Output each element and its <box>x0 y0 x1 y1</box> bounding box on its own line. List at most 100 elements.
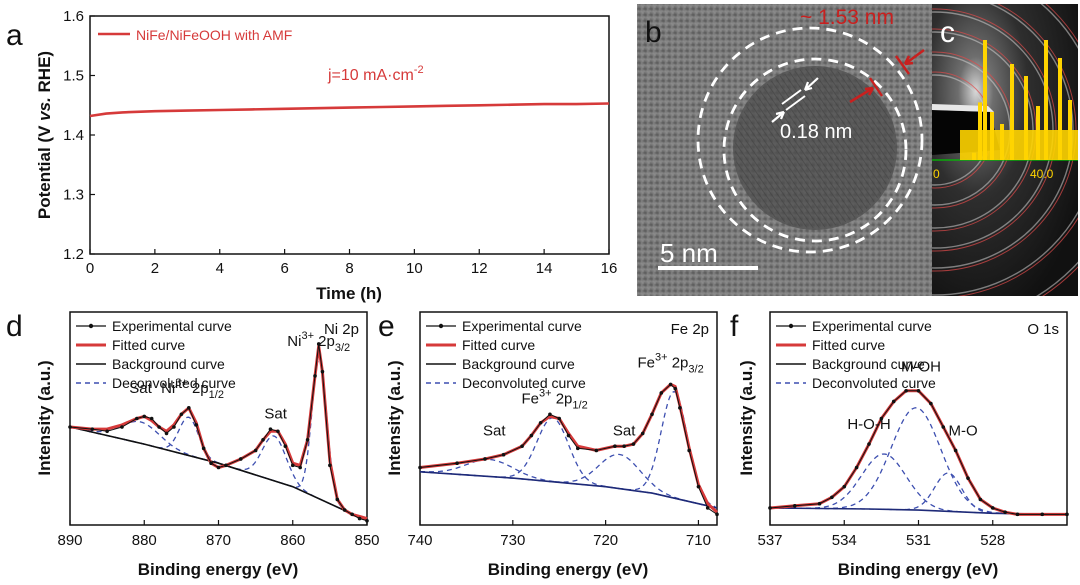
experimental-point-d <box>290 463 295 468</box>
legend-marker-experimental-d <box>88 323 94 329</box>
x-tick-label-d: 870 <box>206 532 231 549</box>
tem-outer-dashed-circle <box>696 26 924 254</box>
y-axis-label-a: Potential (V vs. RHE) <box>35 51 54 219</box>
legend-label-f-1: Experimental curve <box>812 318 932 334</box>
legend-label-d-1: Experimental curve <box>112 318 232 334</box>
x-tick-label-e: 740 <box>407 532 432 549</box>
panel-letter-f: f <box>730 310 739 343</box>
legend-label-d-2: Fitted curve <box>112 337 185 353</box>
y-tick-label-a: 1.4 <box>63 127 84 144</box>
experimental-point-f <box>953 448 958 453</box>
current-density-annotation: j=10 mA·cm-2 <box>327 64 424 84</box>
series-line-nife <box>89 102 610 118</box>
peak-label-e-3: Sat <box>613 423 636 440</box>
x-tick-label-a: 4 <box>216 260 224 277</box>
experimental-point-e <box>668 382 673 387</box>
deconvoluted-component-d-3 <box>69 426 368 522</box>
plot-a-axes: 0 2 4 6 8 10 12 14 16 1.2 1.3 1.4 1.5 1.6 <box>63 8 617 277</box>
experimental-point-e <box>715 512 719 517</box>
experimental-point-f <box>842 484 847 489</box>
x-tick-label-d: 850 <box>354 532 379 549</box>
saed-tick-40: 40.0 <box>1030 167 1054 181</box>
plot-a-frame <box>89 15 610 255</box>
legend-label-d-3: Background curve <box>112 356 225 372</box>
experimental-point-e <box>622 444 626 448</box>
experimental-point-d <box>201 446 206 451</box>
experimental-point-e <box>557 416 562 421</box>
experimental-point-d <box>120 425 124 429</box>
saed-ring-6 <box>932 4 1078 296</box>
experimental-point-d <box>357 516 362 521</box>
experimental-point-e <box>548 412 552 417</box>
experimental-point-e <box>659 391 664 395</box>
tem-shell-arrow-1 <box>903 48 925 66</box>
x-tick-label-f: 534 <box>832 532 857 549</box>
saed-profile-peak-10 <box>1058 58 1062 160</box>
experimental-point-e <box>650 412 654 417</box>
peak-label-d-3: Sat <box>264 406 287 423</box>
x-tick-label-d: 880 <box>132 532 157 549</box>
experimental-point-d <box>68 425 72 429</box>
x-tick-label-a: 10 <box>406 260 423 277</box>
tem-lattice-spacing-label: 0.18 nm <box>780 121 852 143</box>
legend-label-e-3: Background curve <box>462 356 575 372</box>
tem-inner-dashed-circle <box>722 57 908 243</box>
saed-profile-peak-6 <box>1010 64 1014 160</box>
experimental-point-e <box>501 452 506 457</box>
experimental-line-f <box>769 390 1067 515</box>
x-axis-label-d: Binding energy (eV) <box>138 560 299 579</box>
tem-fringe-arrow-bottom <box>771 110 786 123</box>
x-tick-label-f: 537 <box>757 532 782 549</box>
x-axis-label-a: Time (h) <box>316 284 382 303</box>
legend-label-e-1: Experimental curve <box>462 318 582 334</box>
experimental-point-e <box>566 433 571 438</box>
experimental-point-e <box>687 448 691 453</box>
experimental-point-d <box>268 427 273 431</box>
legend-label-f-3: Background curve <box>812 356 925 372</box>
tem-shell-thickness-label: ~ 1.53 nm <box>800 6 894 29</box>
panel-a-stability-chart: a 0 2 4 6 8 10 12 14 16 1.2 1.3 1.4 1.5 1.6 NiFe/NiFe… <box>6 8 617 303</box>
experimental-point-e <box>640 431 645 436</box>
experimental-point-d <box>298 465 302 470</box>
experimental-point-e <box>529 433 534 438</box>
x-tick-label-a: 0 <box>86 260 94 277</box>
experimental-point-f <box>1065 512 1069 517</box>
experimental-point-d <box>172 425 176 429</box>
plot-f-content: 537 534 531 528 Experimental curve Fitted cur… <box>757 318 1069 549</box>
experimental-point-d <box>194 423 199 427</box>
experimental-point-d <box>179 412 184 417</box>
tem-fringe-arrow-top <box>803 77 819 92</box>
experimental-point-d <box>142 414 147 419</box>
y-tick-label-a: 1.3 <box>63 187 84 204</box>
x-tick-label-e: 710 <box>686 532 711 549</box>
x-tick-label-a: 16 <box>601 260 618 277</box>
x-tick-label-d: 890 <box>57 532 82 549</box>
peak-label-d-1: Sat <box>129 380 152 397</box>
x-tick-label-a: 8 <box>345 260 353 277</box>
legend-label-e-4: Deconvoluted curve <box>462 375 586 391</box>
experimental-point-e <box>696 484 701 489</box>
experimental-point-e <box>520 444 524 448</box>
experimental-point-d <box>350 512 354 517</box>
experimental-point-d <box>276 429 280 434</box>
experimental-point-f <box>966 476 970 480</box>
experimental-point-f <box>916 389 921 393</box>
x-tick-label-f: 528 <box>980 532 1005 549</box>
panel-f-o1s-xps: f 537 534 531 528 Experimental curve Fitted c… <box>730 310 1069 579</box>
tem-shell-arrow-2 <box>849 86 875 104</box>
experimental-point-d <box>224 463 228 468</box>
experimental-point-e <box>455 461 459 466</box>
experimental-point-d <box>149 416 154 421</box>
experimental-point-f <box>830 495 834 500</box>
experimental-point-d <box>335 497 340 502</box>
experimental-point-e <box>575 446 580 451</box>
legend-label-d-4: Deconvoluted curve <box>112 375 236 391</box>
experimental-point-d <box>157 425 161 429</box>
experimental-point-d <box>209 461 213 466</box>
tem-fringe-line-2 <box>785 95 806 111</box>
peak-label-f-1: H-O-H <box>847 416 890 433</box>
legend-label-f-2: Fitted curve <box>812 337 885 353</box>
experimental-point-d <box>261 438 265 442</box>
experimental-point-e <box>538 420 543 425</box>
experimental-point-d <box>135 416 139 421</box>
